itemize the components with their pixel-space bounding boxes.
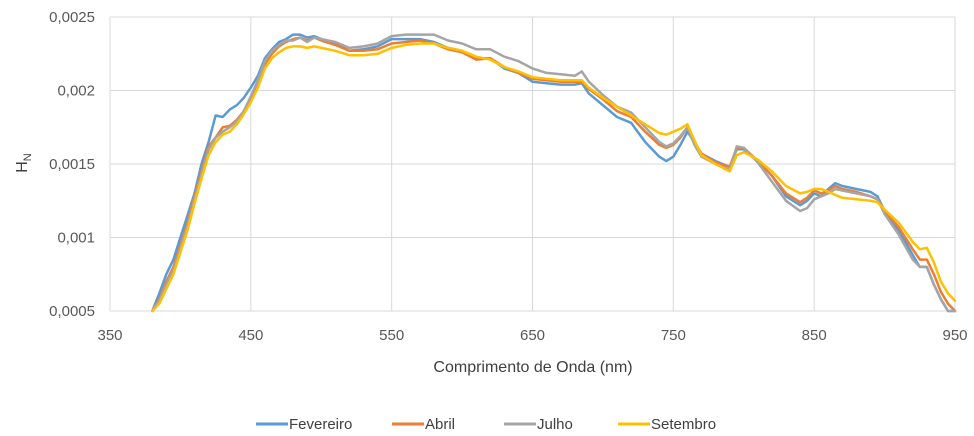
legend-item-julho: Julho	[504, 416, 573, 433]
y-axis-title-subscript: N	[22, 153, 34, 161]
y-axis-title-main: H	[14, 161, 31, 173]
legend-item-fevereiro: Fevereiro	[256, 416, 352, 433]
y-tick-label: 0,0015	[49, 156, 95, 173]
legend-label: Fevereiro	[289, 416, 352, 433]
y-tick-label: 0,001	[57, 230, 95, 247]
series-line-fevereiro	[151, 33, 957, 313]
y-tick-label: 0,002	[57, 83, 95, 100]
x-tick-label: 950	[942, 327, 967, 344]
x-tick-label: 750	[661, 327, 686, 344]
legend-label: Abril	[425, 416, 455, 433]
x-tick-label: 650	[520, 327, 545, 344]
legend-item-abril: Abril	[392, 416, 455, 433]
y-axis-tick-labels: 0,0005 0,001 0,0015 0,002 0,0025	[49, 9, 95, 320]
legend-item-setembro: Setembro	[618, 416, 716, 433]
legend-label: Julho	[537, 416, 573, 433]
x-tick-label: 550	[379, 327, 404, 344]
grid	[109, 16, 956, 312]
legend: Fevereiro Abril Julho Setembro	[256, 416, 716, 433]
x-tick-label: 850	[802, 327, 827, 344]
series-line-julho	[151, 33, 957, 313]
y-tick-label: 0,0005	[49, 303, 95, 320]
x-tick-label: 350	[97, 327, 122, 344]
legend-label: Setembro	[651, 416, 716, 433]
y-tick-label: 0,0025	[49, 9, 95, 26]
series-line-setembro	[151, 42, 957, 313]
x-tick-label: 450	[238, 327, 263, 344]
series-lines	[151, 33, 957, 313]
x-axis-tick-labels: 350 450 550 650 750 850 950	[97, 327, 967, 344]
y-axis-title: HN	[14, 153, 34, 173]
x-axis-title: Comprimento de Onda (nm)	[433, 359, 632, 376]
